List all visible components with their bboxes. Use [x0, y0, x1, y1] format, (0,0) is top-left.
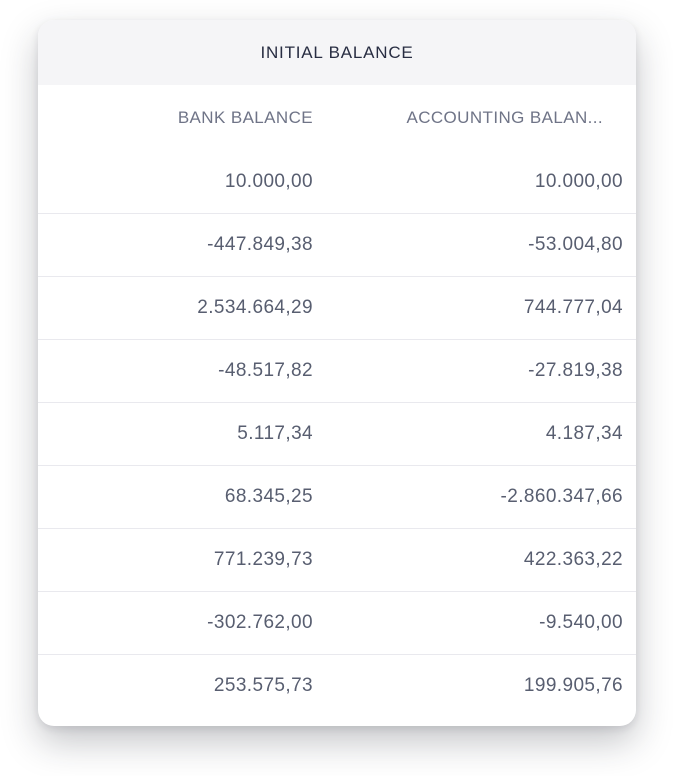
table-row: 771.239,73 422.363,22 — [38, 528, 636, 591]
initial-balance-card: INITIAL BALANCE BANK BALANCE ACCOUNTING … — [38, 20, 636, 726]
bank-balance-cell: -302.762,00 — [207, 612, 313, 633]
table-row: 253.575,73 199.905,76 — [38, 654, 636, 717]
card-header: INITIAL BALANCE — [38, 20, 636, 85]
table-row: -302.762,00 -9.540,00 — [38, 591, 636, 654]
bank-balance-cell: 253.575,73 — [213, 675, 313, 696]
table-row: -447.849,38 -53.004,80 — [38, 213, 636, 276]
bank-balance-cell: -447.849,38 — [207, 234, 313, 255]
table-row: 68.345,25 -2.860.347,66 — [38, 465, 636, 528]
balance-table: BANK BALANCE ACCOUNTING BALAN... 10.000,… — [38, 85, 636, 717]
accounting-balance-cell: 422.363,22 — [523, 549, 623, 570]
accounting-balance-cell: -53.004,80 — [528, 234, 623, 255]
table-row: 5.117,34 4.187,34 — [38, 402, 636, 465]
accounting-balance-cell: 199.905,76 — [523, 675, 623, 696]
accounting-balance-cell: -27.819,38 — [528, 360, 623, 381]
accounting-balance-cell: 10.000,00 — [534, 170, 623, 192]
bank-balance-cell: 68.345,25 — [224, 486, 313, 507]
accounting-balance-cell: -2.860.347,66 — [500, 486, 623, 507]
accounting-balance-cell: 4.187,34 — [545, 423, 623, 444]
table-row: 10.000,00 10.000,00 — [38, 150, 636, 213]
column-header-accounting-balance: ACCOUNTING BALAN... — [406, 107, 603, 127]
bank-balance-cell: -48.517,82 — [218, 360, 313, 381]
accounting-balance-cell: -9.540,00 — [539, 612, 623, 633]
accounting-balance-cell: 744.777,04 — [523, 297, 623, 318]
table-header-row: BANK BALANCE ACCOUNTING BALAN... — [38, 85, 636, 150]
bank-balance-cell: 5.117,34 — [237, 423, 313, 444]
bank-balance-cell: 2.534.664,29 — [197, 297, 313, 318]
card-title: INITIAL BALANCE — [260, 42, 414, 62]
bank-balance-cell: 10.000,00 — [224, 170, 313, 192]
table-row: 2.534.664,29 744.777,04 — [38, 276, 636, 339]
column-header-bank-balance: BANK BALANCE — [177, 107, 313, 127]
table-row: -48.517,82 -27.819,38 — [38, 339, 636, 402]
bank-balance-cell: 771.239,73 — [213, 549, 313, 570]
